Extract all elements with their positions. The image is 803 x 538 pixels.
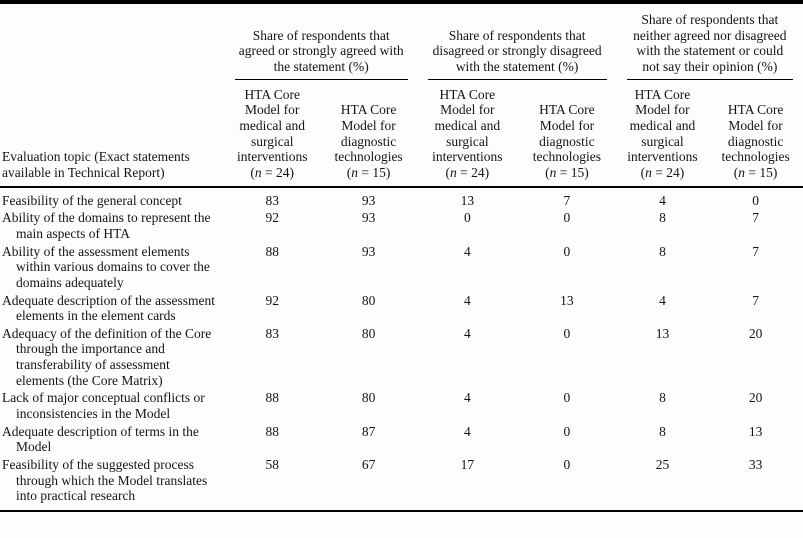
cell-value: 80 [361, 390, 376, 406]
cell-value: 13 [748, 423, 763, 439]
column-header-medical-surgical-3: HTA Core Model for medical and surgical … [616, 79, 709, 188]
column-sample-size: (n = 15) [346, 164, 391, 180]
column-sample-size: (n = 24) [250, 164, 295, 180]
cell-value: 4 [659, 192, 666, 208]
column-title: HTA Core Model for medical and surgical … [236, 86, 308, 165]
cell-value: 80 [361, 292, 376, 308]
cell-value: 7 [563, 192, 571, 208]
cell-value: 8 [659, 210, 666, 226]
column-sample-size: (n = 15) [545, 164, 589, 180]
cell-value: 93 [361, 210, 376, 226]
cell-value: 4 [463, 423, 471, 439]
group-header-disagreed: Share of respondents that disagreed or s… [418, 2, 617, 80]
table-row: Feasibility of the suggested process thr… [0, 456, 803, 511]
cell-value: 83 [265, 192, 279, 208]
row-label: Ability of the assessment elements withi… [2, 243, 210, 290]
cell-value: 0 [563, 423, 571, 439]
cell-value: 8 [659, 423, 666, 439]
table-row: Ability of the assessment elements withi… [0, 243, 803, 292]
table-row: Feasibility of the general concept 83 93… [0, 187, 803, 210]
cell-value: 20 [748, 390, 763, 406]
cell-value: 0 [563, 390, 571, 406]
cell-value: 92 [265, 292, 279, 308]
cell-value: 0 [563, 457, 571, 473]
table-row: Lack of major conceptual conflicts or in… [0, 389, 803, 422]
cell-value: 13 [460, 192, 475, 208]
row-label: Feasibility of the suggested process thr… [2, 457, 208, 504]
cell-value: 67 [361, 457, 376, 473]
column-header-diagnostic-3: HTA Core Model for diagnostic technologi… [708, 79, 803, 188]
row-label: Lack of major conceptual conflicts or in… [2, 390, 205, 422]
table-header: Share of respondents that agreed or stro… [0, 2, 803, 188]
group-header-disagreed-title: Share of respondents that disagreed or s… [427, 28, 607, 80]
cell-value: 20 [748, 325, 763, 341]
row-header-title: Evaluation topic (Exact statements avail… [0, 79, 225, 188]
group-header-neither-title: Share of respondents that neither agreed… [626, 12, 793, 80]
cell-value: 7 [752, 243, 759, 259]
cell-value: 0 [563, 210, 571, 226]
column-header-medical-surgical-2: HTA Core Model for medical and surgical … [417, 79, 518, 188]
table-row: Adequate description of the assessment e… [0, 292, 803, 325]
cell-value: 13 [655, 325, 670, 341]
cell-value: 4 [463, 325, 471, 341]
row-label: Feasibility of the general concept [2, 192, 182, 208]
group-header-agreed: Share of respondents that agreed or stro… [225, 2, 418, 80]
row-label: Adequate description of the assessment e… [2, 292, 215, 324]
cell-value: 8 [659, 243, 666, 259]
cell-value: 7 [752, 210, 759, 226]
column-header-medical-surgical-1: HTA Core Model for medical and surgical … [224, 79, 320, 188]
column-title: HTA Core Model for medical and surgical … [627, 86, 698, 165]
cell-value: 80 [361, 325, 376, 341]
cell-value: 17 [460, 457, 475, 473]
row-label: Adequate description of terms in the Mod… [2, 423, 199, 455]
cell-value: 88 [265, 390, 279, 406]
cell-value: 93 [361, 243, 376, 259]
cell-value: 25 [655, 457, 670, 473]
cell-value: 88 [265, 423, 279, 439]
group-header-agreed-title: Share of respondents that agreed or stro… [234, 28, 408, 80]
table-row: Ability of the domains to represent the … [0, 209, 803, 242]
column-sample-size: (n = 15) [733, 164, 778, 180]
column-title: HTA Core Model for medical and surgical … [432, 86, 503, 165]
row-label: Ability of the domains to represent the … [2, 210, 211, 241]
column-sample-size: (n = 24) [640, 164, 685, 180]
column-header-diagnostic-2: HTA Core Model for diagnostic technologi… [517, 79, 617, 188]
table-row: Adequacy of the definition of the Core t… [0, 325, 803, 390]
cell-value: 8 [659, 390, 666, 406]
column-header-diagnostic-1: HTA Core Model for diagnostic technologi… [319, 79, 418, 188]
cell-value: 92 [265, 210, 279, 226]
group-header-row: Share of respondents that agreed or stro… [0, 2, 803, 80]
cell-value: 58 [265, 457, 279, 473]
cell-value: 87 [361, 423, 376, 439]
cell-value: 4 [659, 292, 666, 308]
cell-value: 0 [563, 243, 571, 259]
cell-value: 0 [752, 192, 759, 208]
cell-value: 83 [265, 325, 279, 341]
cell-value: 13 [560, 292, 574, 308]
table-body: Feasibility of the general concept 83 93… [0, 187, 803, 511]
cell-value: 0 [463, 210, 471, 226]
survey-results-table: Share of respondents that agreed or stro… [0, 0, 803, 513]
column-title: HTA Core Model for diagnostic technologi… [334, 102, 403, 165]
cell-value: 4 [463, 243, 471, 259]
cell-value: 93 [361, 192, 376, 208]
row-label: Adequacy of the definition of the Core t… [2, 325, 212, 388]
column-title: HTA Core Model for diagnostic technologi… [532, 102, 601, 165]
cell-value: 0 [563, 325, 571, 341]
cell-value: 7 [752, 292, 759, 308]
cell-value: 33 [748, 457, 763, 473]
group-header-neither: Share of respondents that neither agreed… [617, 2, 803, 80]
subcolumn-header-row: Evaluation topic (Exact statements avail… [0, 79, 803, 188]
cell-value: 88 [265, 243, 279, 259]
cell-value: 4 [463, 390, 471, 406]
table-row: Adequate description of terms in the Mod… [0, 423, 803, 456]
corner-cell [0, 2, 225, 80]
cell-value: 4 [463, 292, 471, 308]
column-title: HTA Core Model for diagnostic technologi… [721, 102, 790, 165]
column-sample-size: (n = 24) [445, 164, 490, 180]
